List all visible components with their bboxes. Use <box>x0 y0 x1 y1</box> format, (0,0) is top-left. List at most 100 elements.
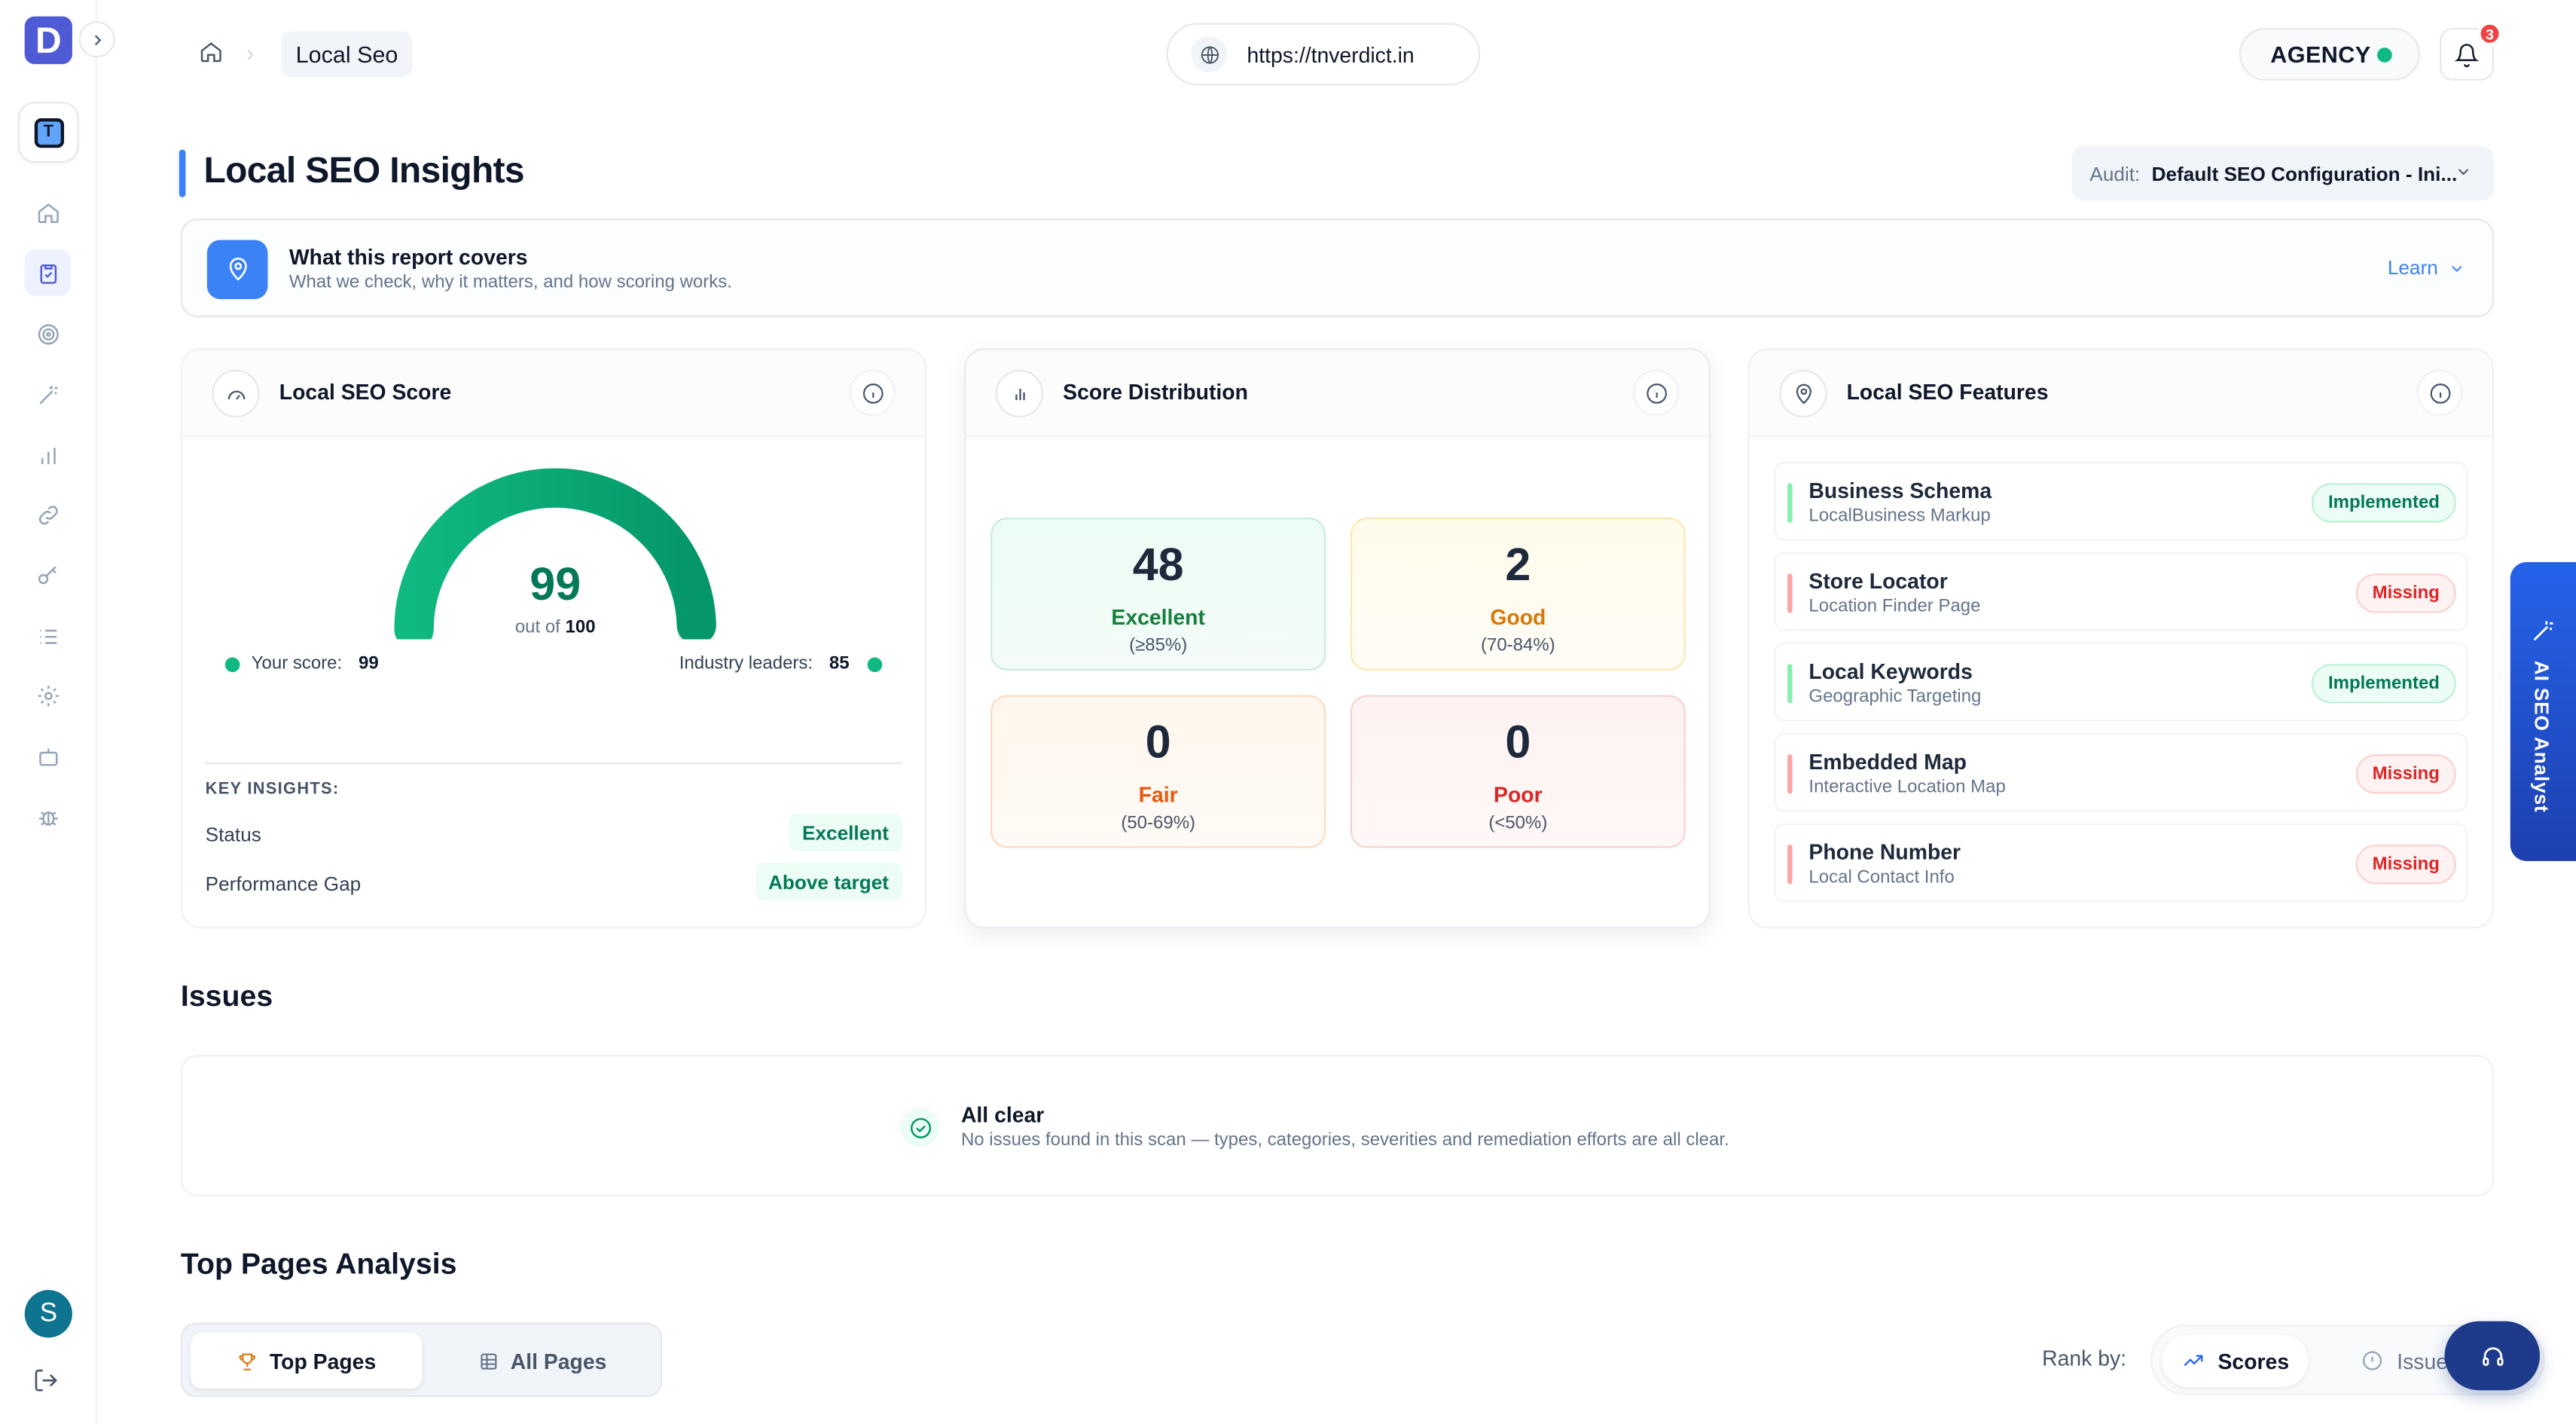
top-pages-heading: Top Pages Analysis <box>180 1247 457 1281</box>
card-header: Score Distribution <box>966 350 1709 438</box>
distribution-count: 0 <box>1145 716 1171 768</box>
industry-leaders-legend: Industry leaders: 85 <box>679 654 883 674</box>
distribution-poor[interactable]: 0 Poor (<50%) <box>1350 695 1686 848</box>
notifications-button[interactable]: 3 <box>2439 21 2502 81</box>
status-badge: Missing <box>2355 754 2456 794</box>
distribution-label: Fair <box>1138 782 1178 807</box>
nav-bar-chart-icon[interactable] <box>31 439 64 472</box>
distribution-range: (<50%) <box>1488 813 1548 833</box>
feature-row: Business Schema LocalBusiness Markup Imp… <box>1774 461 2468 541</box>
report-covers-title: What this report covers <box>288 244 528 270</box>
learn-toggle[interactable]: Learn <box>2388 256 2466 280</box>
nav-clipboard-check-icon[interactable] <box>24 249 71 296</box>
table-icon <box>480 1352 496 1369</box>
workspace-switcher[interactable]: T <box>17 102 79 163</box>
score-gauge <box>394 468 716 640</box>
app-logo[interactable]: D <box>24 16 72 65</box>
score-out-of: out of 100 <box>182 618 928 637</box>
tab-all-pages[interactable]: All Pages <box>429 1333 655 1389</box>
insight-label: Status <box>205 823 261 847</box>
logout-icon[interactable] <box>33 1367 63 1397</box>
feature-description: Geographic Targeting <box>1808 686 1982 707</box>
status-bar <box>1787 664 1793 704</box>
pages-tabs: Top Pages All Pages <box>180 1322 662 1397</box>
learn-label: Learn <box>2387 256 2438 280</box>
local-seo-features-card: Local SEO Features Business Schema Local… <box>1747 348 2494 929</box>
title-accent-bar <box>179 149 186 197</box>
feature-row: Phone Number Local Contact Info Missing <box>1774 823 2468 903</box>
nav-list-icon[interactable] <box>31 619 64 652</box>
feature-description: LocalBusiness Markup <box>1808 506 1991 526</box>
headset-icon <box>2482 1346 2503 1365</box>
status-badge: Missing <box>2355 573 2456 613</box>
gauge-fill <box>394 468 716 640</box>
insight-row-status: Status Excellent <box>205 813 902 851</box>
map-pin-icon <box>1779 369 1827 418</box>
site-url: https://tnverdict.in <box>1247 41 1415 67</box>
nav-settings-icon[interactable] <box>31 679 64 712</box>
insight-label: Performance Gap <box>205 872 362 896</box>
distribution-excellent[interactable]: 48 Excellent (≥85%) <box>990 518 1326 671</box>
nav-home-icon[interactable] <box>31 196 64 229</box>
nav-target-icon[interactable] <box>31 317 64 350</box>
site-url-pill[interactable]: https://tnverdict.in <box>1166 23 1481 86</box>
user-avatar[interactable]: S <box>24 1290 72 1338</box>
bell-icon <box>2454 43 2480 67</box>
chevron-down-icon <box>2452 264 2462 271</box>
insight-badge: Excellent <box>789 813 902 851</box>
distribution-count: 48 <box>1132 539 1184 591</box>
gauge-icon <box>212 369 260 418</box>
breadcrumb-separator-icon: › <box>246 39 255 66</box>
nav-link-icon[interactable] <box>31 498 64 531</box>
status-bar <box>1787 845 1793 885</box>
out-of-value: 100 <box>565 618 596 638</box>
feature-description: Interactive Location Map <box>1808 777 2006 797</box>
ai-seo-analyst-tab[interactable]: AI SEO Analyst <box>2510 561 2576 861</box>
nav-magic-wand-icon[interactable] <box>31 378 64 411</box>
magic-wand-icon <box>2533 621 2553 641</box>
chevron-right-icon <box>93 34 101 45</box>
feature-name: Phone Number <box>1808 839 1961 865</box>
feature-name: Local Keywords <box>1808 659 1973 684</box>
nav-bot-icon[interactable] <box>31 740 64 773</box>
info-icon[interactable] <box>2416 369 2463 416</box>
status-badge: Implemented <box>2312 664 2456 704</box>
issues-heading: Issues <box>180 979 273 1013</box>
distribution-label: Excellent <box>1111 604 1205 630</box>
your-score-label: Your score: <box>251 654 343 674</box>
distribution-label: Good <box>1490 604 1546 630</box>
trending-up-icon <box>2184 1355 2203 1367</box>
support-chat-button[interactable] <box>2444 1321 2541 1391</box>
distribution-range: (50-69%) <box>1121 813 1196 833</box>
card-header: Local SEO Features <box>1749 350 2492 438</box>
audit-select[interactable]: Audit: Default SEO Configuration - Ini..… <box>2071 146 2494 201</box>
feature-row: Local Keywords Geographic Targeting Impl… <box>1774 642 2468 722</box>
feature-name: Store Locator <box>1808 568 1948 594</box>
card-title: Local SEO Features <box>1846 379 2049 405</box>
tab-label: Top Pages <box>269 1348 377 1374</box>
info-icon[interactable] <box>1633 369 1680 416</box>
feature-description: Local Contact Info <box>1808 867 1955 888</box>
nav-bug-icon[interactable] <box>31 800 64 833</box>
all-clear-subtitle: No issues found in this scan — types, ca… <box>960 1130 1729 1151</box>
map-pin-icon <box>206 240 268 299</box>
status-bar <box>1787 483 1793 523</box>
out-of-prefix: out of <box>514 618 560 638</box>
info-icon[interactable] <box>849 369 896 416</box>
sidebar: D T <box>0 0 97 1424</box>
status-bar <box>1787 573 1793 613</box>
card-header: Local SEO Score <box>182 350 925 438</box>
tab-top-pages[interactable]: Top Pages <box>191 1332 423 1389</box>
breadcrumb-home-icon[interactable] <box>199 39 225 66</box>
distribution-good[interactable]: 2 Good (70-84%) <box>1350 518 1686 671</box>
plan-badge[interactable]: AGENCY <box>2239 28 2420 81</box>
audit-select-label: Audit: <box>2089 161 2141 185</box>
rank-option-scores[interactable]: Scores <box>2162 1334 2309 1387</box>
local-seo-score-card: Local SEO Score 99 out of 100 Your score… <box>180 348 928 929</box>
status-badge: Implemented <box>2312 483 2456 523</box>
divider <box>205 762 902 765</box>
tab-label: All Pages <box>510 1348 607 1374</box>
distribution-fair[interactable]: 0 Fair (50-69%) <box>990 695 1326 848</box>
nav-key-icon[interactable] <box>31 559 64 592</box>
sidebar-collapse-button[interactable] <box>78 21 115 58</box>
